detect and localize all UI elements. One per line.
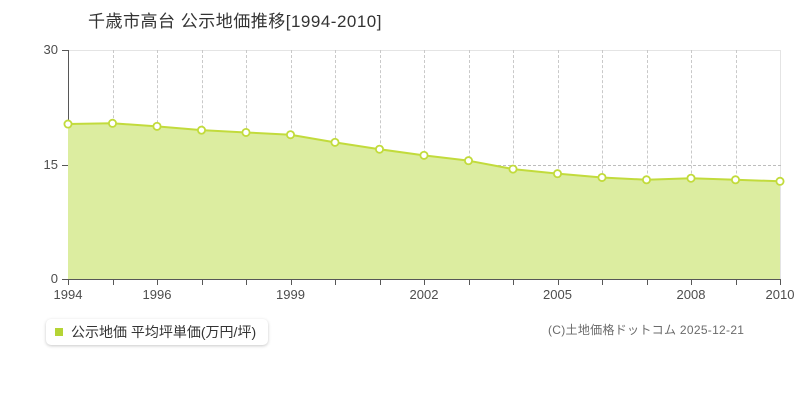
y-axis-tick bbox=[62, 50, 68, 51]
x-axis-tick bbox=[379, 280, 381, 285]
gridline-vertical bbox=[201, 50, 203, 279]
x-axis-tick bbox=[424, 280, 425, 285]
x-axis-tick bbox=[646, 280, 648, 285]
gridline-vertical bbox=[646, 50, 648, 279]
x-axis-tick-label: 1994 bbox=[53, 287, 83, 302]
x-axis-tick-label: 2010 bbox=[765, 287, 795, 302]
x-axis-line bbox=[68, 279, 781, 280]
x-axis-tick bbox=[290, 280, 292, 285]
gridline-vertical bbox=[290, 50, 292, 279]
x-axis-tick bbox=[201, 280, 203, 285]
gridline-vertical bbox=[424, 50, 425, 279]
gridline-vertical bbox=[335, 50, 336, 279]
gridline-vertical bbox=[735, 50, 737, 279]
gridline-vertical bbox=[557, 50, 559, 279]
x-axis-tick-label: 1999 bbox=[276, 287, 305, 302]
x-axis-tick-label: 2005 bbox=[543, 287, 572, 302]
x-axis-tick bbox=[557, 280, 559, 285]
x-axis-tick bbox=[112, 280, 114, 285]
gridline-vertical bbox=[602, 50, 603, 279]
y-axis-tick-label: 30 bbox=[43, 42, 58, 57]
gridline-vertical bbox=[468, 50, 470, 279]
x-axis-tick bbox=[246, 280, 247, 285]
gridline-vertical bbox=[246, 50, 247, 279]
y-axis-tick-label: 0 bbox=[50, 271, 58, 286]
copyright-credit: (C)土地価格ドットコム 2025-12-21 bbox=[548, 323, 745, 337]
x-axis-tick bbox=[513, 280, 514, 285]
legend-item-label: 公示地価 平均坪単価(万円/坪) bbox=[71, 324, 257, 340]
gridline-vertical bbox=[691, 50, 692, 279]
y-axis-tick-label: 15 bbox=[43, 156, 58, 172]
y-axis-line bbox=[68, 50, 69, 280]
page-title: 千歳市高台 公示地価推移[1994-2010] bbox=[88, 12, 382, 31]
gridline-vertical bbox=[379, 50, 381, 279]
x-axis-tick bbox=[602, 280, 603, 285]
x-axis-tick bbox=[335, 280, 336, 285]
chart-legend: 公示地価 平均坪単価(万円/坪) bbox=[46, 319, 269, 345]
x-axis-tick bbox=[157, 280, 158, 285]
x-axis-tick bbox=[735, 280, 737, 285]
x-axis-tick-label: 2002 bbox=[409, 287, 439, 302]
x-axis-tick bbox=[780, 280, 781, 285]
x-axis-tick bbox=[691, 280, 692, 285]
legend-color-swatch bbox=[55, 328, 63, 336]
y-axis-tick bbox=[62, 164, 68, 166]
x-axis-tick bbox=[68, 280, 69, 285]
gridline-vertical bbox=[157, 50, 158, 279]
gridline-vertical bbox=[112, 50, 114, 279]
gridline-vertical bbox=[513, 50, 514, 279]
x-axis-tick-label: 2008 bbox=[676, 287, 706, 302]
y-axis-tick bbox=[62, 279, 68, 280]
x-axis-tick-label: 1996 bbox=[142, 287, 172, 302]
x-axis-tick bbox=[468, 280, 470, 285]
